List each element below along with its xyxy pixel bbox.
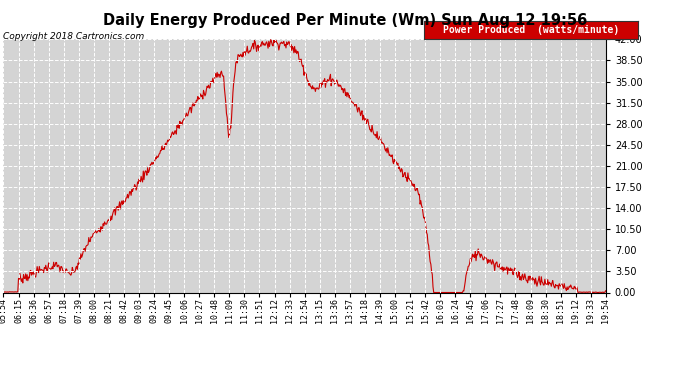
Text: Copyright 2018 Cartronics.com: Copyright 2018 Cartronics.com [3,32,145,41]
Text: Power Produced  (watts/minute): Power Produced (watts/minute) [443,26,620,35]
Text: Daily Energy Produced Per Minute (Wm) Sun Aug 12 19:56: Daily Energy Produced Per Minute (Wm) Su… [103,13,587,28]
